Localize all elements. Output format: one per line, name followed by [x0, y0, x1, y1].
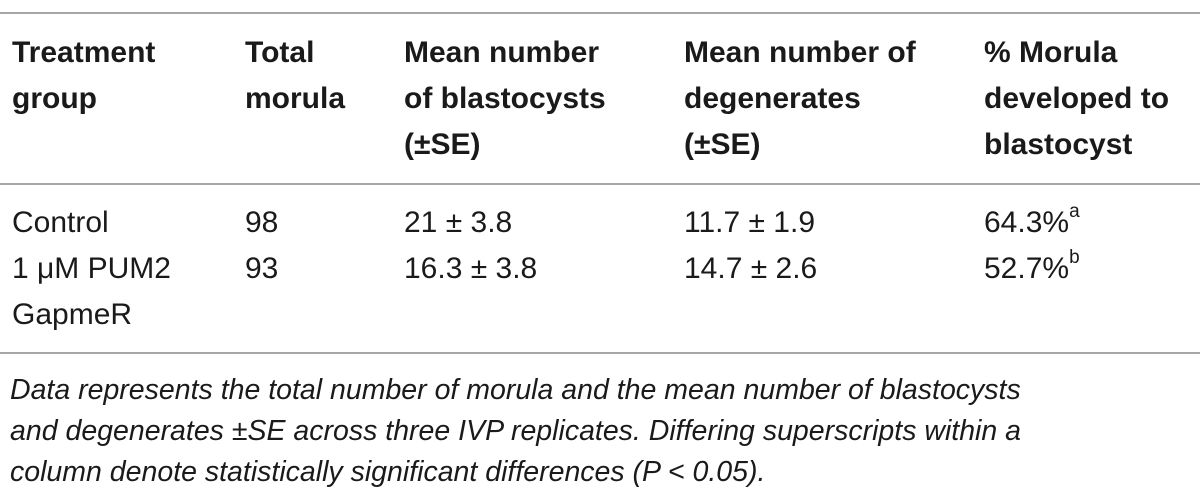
header-total-morula: Total morula: [245, 36, 346, 115]
cell-total-morula: 93: [245, 252, 279, 285]
significance-superscript: a: [1069, 201, 1080, 222]
table-footnote: Data represents the total number of moru…: [10, 374, 1021, 488]
cell-treatment-group: 1 μM PUM2 GapmeR: [12, 252, 171, 331]
header-treatment-group: Treatment group: [12, 36, 156, 115]
cell-mean-degenerates: 11.7 ± 1.9: [684, 206, 816, 239]
header-percent-developed: % Morula developed to blastocyst: [984, 36, 1170, 161]
cell-mean-blastocysts: 21 ± 3.8: [404, 206, 513, 239]
header-mean-blastocysts: Mean number of blastocysts (±SE): [404, 36, 606, 161]
table-header-rule: [0, 183, 1200, 185]
cell-percent-developed: 64.3%a: [984, 201, 1080, 239]
cell-total-morula: 98: [245, 206, 279, 239]
cell-mean-degenerates: 14.7 ± 2.6: [684, 252, 818, 285]
table-top-rule: [0, 12, 1200, 14]
cell-mean-blastocysts: 16.3 ± 3.8: [404, 252, 538, 285]
significance-superscript: b: [1069, 247, 1080, 268]
cell-treatment-group: Control: [12, 206, 109, 239]
header-mean-degenerates: Mean number of degenerates (±SE): [684, 36, 916, 161]
cell-percent-developed: 52.7%b: [984, 247, 1080, 285]
table-bottom-rule: [0, 352, 1200, 354]
